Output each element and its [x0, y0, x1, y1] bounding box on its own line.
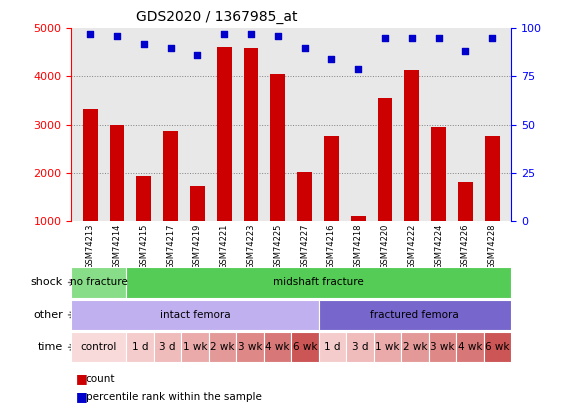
Text: midshaft fracture: midshaft fracture [274, 277, 364, 288]
Bar [71, 300, 319, 330]
Bar [83, 109, 98, 221]
Bar [264, 332, 291, 362]
Point [353, 66, 363, 72]
Bar [431, 127, 446, 221]
Point [86, 31, 95, 37]
Bar [373, 332, 401, 362]
Bar [485, 136, 500, 221]
Text: 6 wk: 6 wk [485, 342, 509, 352]
Text: no fracture: no fracture [70, 277, 128, 288]
Text: 2 wk: 2 wk [210, 342, 235, 352]
Point [139, 40, 148, 47]
Bar [244, 48, 258, 221]
Point [112, 33, 122, 39]
Text: 1 wk: 1 wk [183, 342, 207, 352]
Point [274, 33, 283, 39]
Bar [291, 332, 319, 362]
Bar [458, 182, 473, 221]
Bar [154, 332, 182, 362]
Text: 4 wk: 4 wk [265, 342, 289, 352]
Point [488, 35, 497, 41]
Text: ■: ■ [76, 372, 87, 385]
Text: ■: ■ [76, 390, 87, 403]
Bar [346, 332, 373, 362]
Bar [404, 70, 419, 221]
Bar [456, 332, 484, 362]
Bar [236, 332, 264, 362]
Text: 6 wk: 6 wk [293, 342, 317, 352]
Bar [136, 176, 151, 221]
Text: fractured femora: fractured femora [371, 310, 459, 320]
Bar [110, 126, 124, 221]
Bar [377, 98, 392, 221]
Text: 1 wk: 1 wk [375, 342, 400, 352]
Bar [182, 332, 209, 362]
Text: shock: shock [31, 277, 63, 288]
Bar [401, 332, 429, 362]
Point [461, 48, 470, 55]
Bar [429, 332, 456, 362]
Text: GDS2020 / 1367985_at: GDS2020 / 1367985_at [136, 10, 297, 24]
Bar [484, 332, 511, 362]
Text: other: other [33, 310, 63, 320]
Text: percentile rank within the sample: percentile rank within the sample [86, 392, 262, 402]
Bar [71, 332, 126, 362]
Point [247, 31, 256, 37]
Bar [126, 332, 154, 362]
Text: time: time [38, 342, 63, 352]
Bar [319, 300, 511, 330]
Bar [190, 186, 205, 221]
Text: 1 d: 1 d [324, 342, 341, 352]
Text: 1 d: 1 d [132, 342, 148, 352]
Point [220, 31, 229, 37]
Bar [297, 172, 312, 221]
Bar [217, 47, 232, 221]
Point [407, 35, 416, 41]
Text: 3 d: 3 d [159, 342, 176, 352]
Point [434, 35, 443, 41]
Point [300, 44, 309, 51]
Text: intact femora: intact femora [160, 310, 230, 320]
Point [380, 35, 389, 41]
Point [193, 52, 202, 59]
Text: 2 wk: 2 wk [403, 342, 427, 352]
Point [166, 44, 175, 51]
Bar [71, 267, 126, 298]
Bar [351, 216, 365, 221]
Text: control: control [81, 342, 117, 352]
Text: 3 d: 3 d [352, 342, 368, 352]
Bar [324, 136, 339, 221]
Bar [319, 332, 346, 362]
Text: 3 wk: 3 wk [430, 342, 455, 352]
Bar [209, 332, 236, 362]
Point [327, 56, 336, 62]
Bar [126, 267, 511, 298]
Bar [163, 131, 178, 221]
Bar [271, 74, 285, 221]
Text: count: count [86, 374, 115, 384]
Text: 4 wk: 4 wk [457, 342, 482, 352]
Text: 3 wk: 3 wk [238, 342, 262, 352]
